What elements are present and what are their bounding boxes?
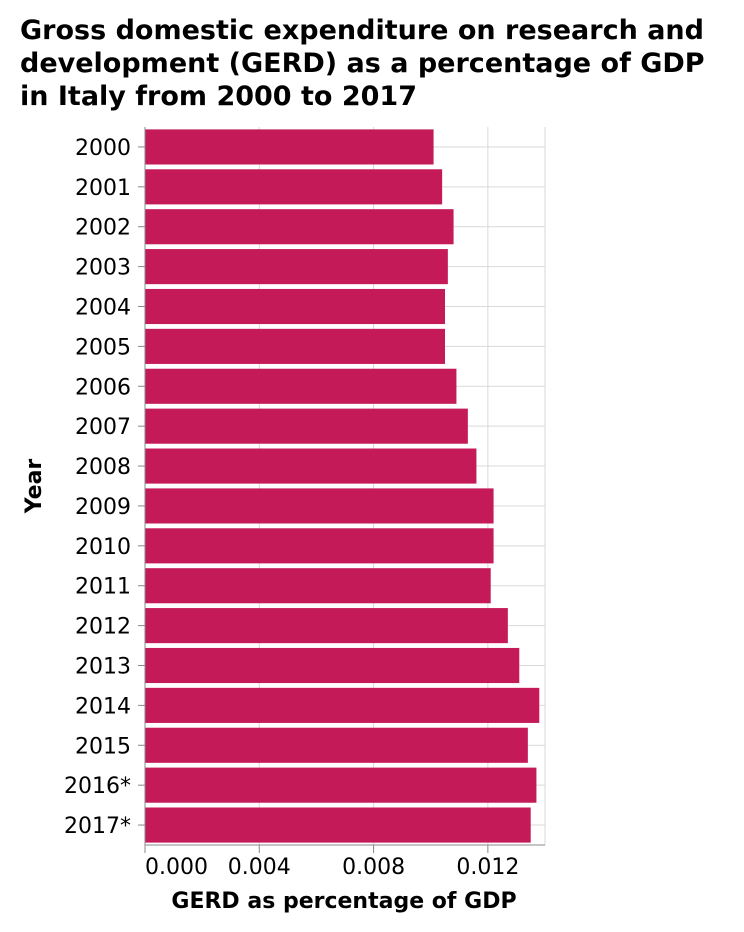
y-tick-label: 2011 [75,575,131,600]
y-tick-label: 2000 [75,136,131,161]
y-tick-label: 2007 [75,415,131,440]
y-tick-label: 2009 [75,495,131,520]
y-tick-label: 2016* [64,774,131,799]
chart-title: Gross domestic expenditure on research a… [20,15,705,112]
bar-2012 [145,608,508,644]
x-axis-title: GERD as percentage of GDP [171,889,516,914]
axes: 2000 2001 2002 2003 2004 2005 2006 2007 2008 2009… [64,127,545,880]
bar-2010 [145,528,494,564]
y-tick-label: 2003 [75,256,131,281]
x-tick-label: 0.000 [145,855,208,880]
bars [145,129,540,843]
y-tick-label: 2014 [75,694,131,719]
y-tick-label: 2002 [75,216,131,241]
bar-2017-star [145,807,531,843]
bar-2007 [145,408,468,444]
bar-2006 [145,368,457,404]
x-tick-label: 0.008 [342,855,405,880]
bar-2011 [145,568,491,604]
bar-2009 [145,488,494,524]
y-tick-label: 2015 [75,734,131,759]
y-tick-label: 2006 [75,375,131,400]
y-tick-label: 2017* [64,814,131,839]
y-tick-label: 2008 [75,455,131,480]
bar-2015 [145,727,528,763]
bar-2004 [145,288,445,325]
y-tick-label: 2004 [75,296,131,321]
y-tick-label: 2001 [75,176,131,201]
bar-2003 [145,249,448,285]
bar-2008 [145,448,477,484]
bar-2016-star [145,767,537,803]
y-tick-label: 2010 [75,535,131,560]
y-axis-title: Year [22,459,47,515]
bar-2014 [145,687,540,723]
bar-2013 [145,647,520,684]
bar-2005 [145,328,445,364]
x-tick-label: 0.012 [456,855,519,880]
y-tick-label: 2012 [75,615,131,640]
bar-2002 [145,209,454,245]
bar-2000 [145,129,434,165]
y-tick-label: 2013 [75,655,131,680]
bar-2001 [145,169,443,205]
x-tick-label: 0.004 [228,855,291,880]
y-tick-label: 2005 [75,335,131,360]
